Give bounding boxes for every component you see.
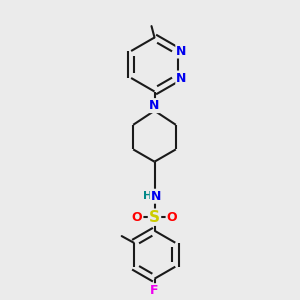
Text: N: N <box>176 44 187 58</box>
Text: O: O <box>132 211 142 224</box>
Text: N: N <box>151 190 161 203</box>
Text: S: S <box>149 210 160 225</box>
Text: N: N <box>149 99 160 112</box>
Text: F: F <box>150 284 159 297</box>
Text: H: H <box>143 191 152 201</box>
Text: O: O <box>167 211 177 224</box>
Text: N: N <box>176 71 187 85</box>
